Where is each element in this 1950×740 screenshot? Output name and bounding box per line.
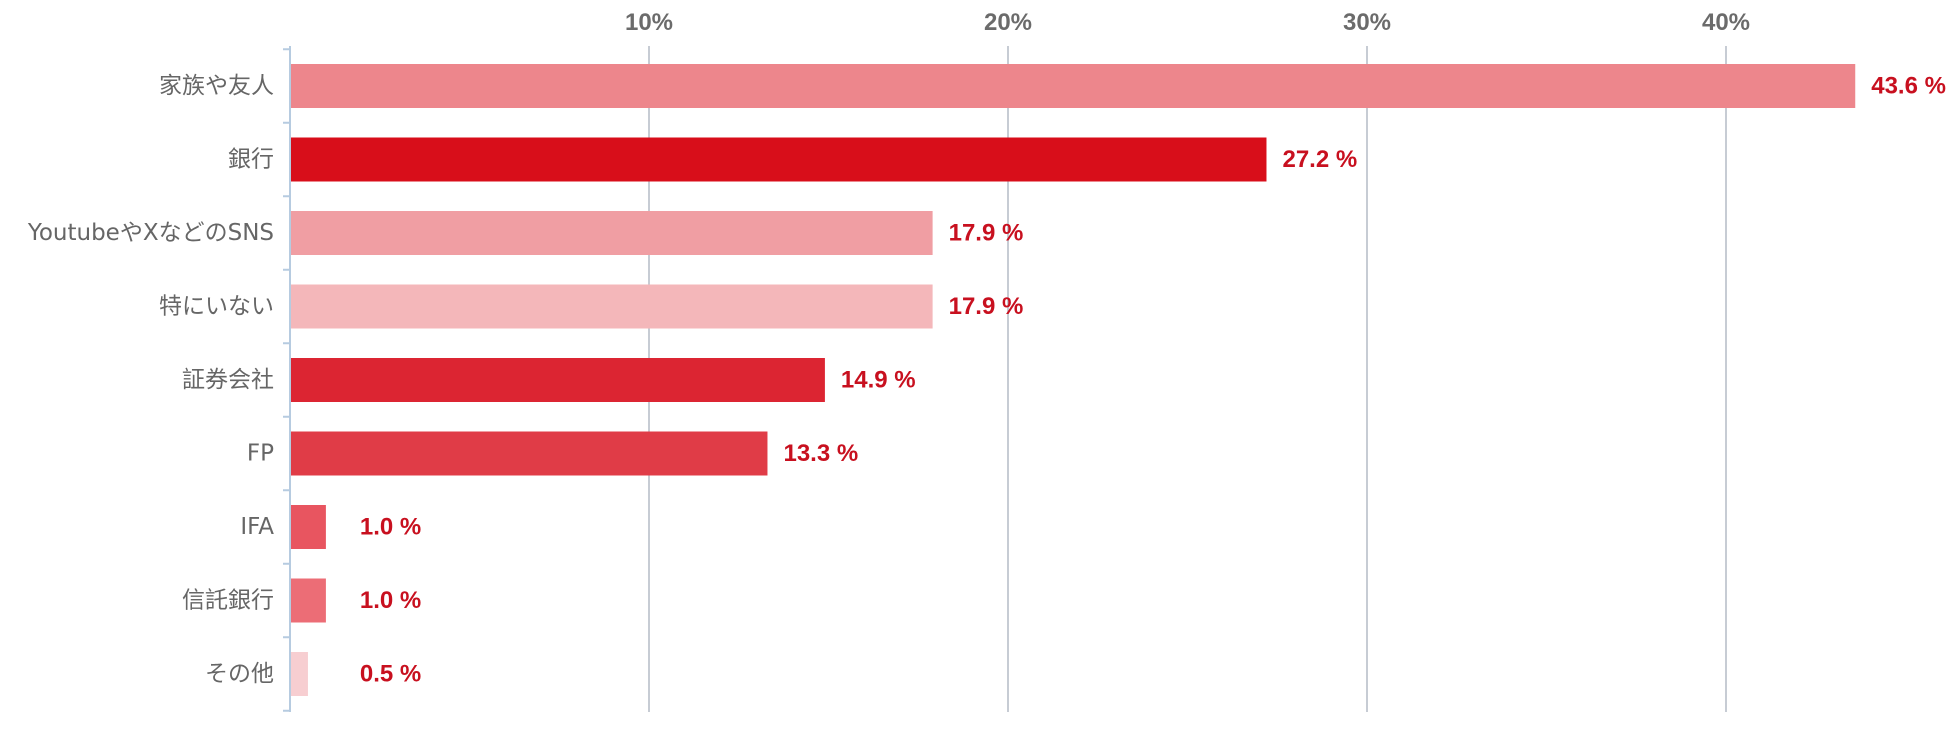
category-label: IFA <box>240 514 274 540</box>
category-label: YoutubeやXなどのSNS <box>27 220 274 246</box>
category-label: 家族や友人 <box>159 73 274 99</box>
bar <box>290 211 933 255</box>
bars <box>290 64 1856 696</box>
category-label: 銀行 <box>228 147 274 173</box>
category-label: 特にいない <box>159 294 274 320</box>
bar <box>290 358 825 402</box>
x-axis-ticks: 10% 20% 30% 40% <box>625 9 1750 36</box>
value-label: 43.6 % <box>1871 73 1946 100</box>
x-tick-label: 40% <box>1702 9 1750 36</box>
bar <box>290 431 768 476</box>
value-label: 1.0 % <box>360 587 421 614</box>
bar <box>290 64 1856 108</box>
value-label: 0.5 % <box>360 661 421 688</box>
category-label: 証券会社 <box>182 367 274 393</box>
value-label: 13.3 % <box>783 440 858 467</box>
value-label: 17.9 % <box>949 293 1024 320</box>
value-label: 17.9 % <box>949 220 1024 247</box>
bar <box>290 505 326 549</box>
value-label: 14.9 % <box>841 367 916 394</box>
bar <box>290 578 326 623</box>
x-tick-label: 30% <box>1343 9 1391 36</box>
value-label: 27.2 % <box>1282 146 1357 173</box>
value-labels: 43.6 % 27.2 % 17.9 % 17.9 % 14.9 % 13.3 % 1.0 … <box>360 73 1946 688</box>
bar <box>290 284 933 329</box>
value-label: 1.0 % <box>360 514 421 541</box>
bar <box>290 137 1267 182</box>
category-label: 信託銀行 <box>182 588 274 614</box>
bar <box>290 652 308 696</box>
y-axis <box>283 46 291 712</box>
x-tick-label: 20% <box>984 9 1032 36</box>
category-label: その他 <box>205 661 274 687</box>
x-tick-label: 10% <box>625 9 673 36</box>
category-label: FP <box>247 441 274 467</box>
